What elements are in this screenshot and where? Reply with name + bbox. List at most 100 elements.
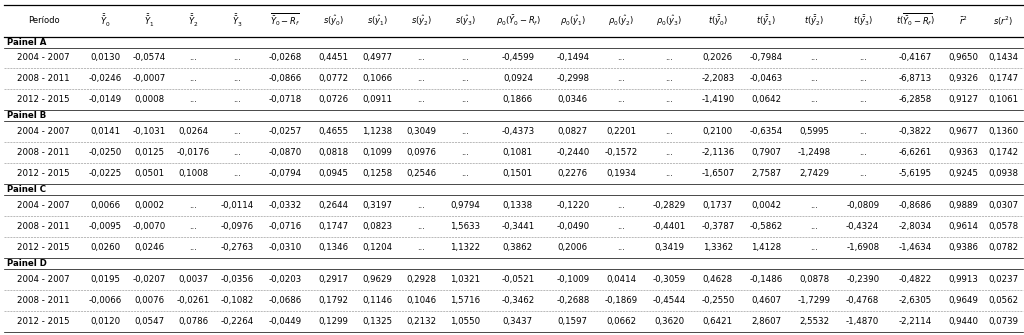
Text: 0,0976: 0,0976 — [407, 148, 436, 157]
Text: 0,9614: 0,9614 — [948, 222, 979, 231]
Text: -0,0250: -0,0250 — [88, 148, 122, 157]
Text: -0,8686: -0,8686 — [899, 201, 932, 210]
Text: ...: ... — [617, 222, 625, 231]
Text: 0,3437: 0,3437 — [503, 317, 532, 326]
Text: -0,3059: -0,3059 — [653, 275, 686, 284]
Text: -0,4599: -0,4599 — [502, 54, 535, 63]
Text: -0,0176: -0,0176 — [176, 148, 210, 157]
Text: 2004 - 2007: 2004 - 2007 — [17, 127, 70, 136]
Text: -0,1220: -0,1220 — [556, 201, 590, 210]
Text: $t(\bar{\bar{y}}_1)$: $t(\bar{\bar{y}}_1)$ — [756, 13, 776, 28]
Text: 0,2276: 0,2276 — [558, 169, 588, 178]
Text: -0,4401: -0,4401 — [653, 222, 686, 231]
Text: 0,0246: 0,0246 — [134, 243, 164, 252]
Text: -0,2440: -0,2440 — [556, 148, 590, 157]
Text: ...: ... — [617, 54, 625, 63]
Text: -0,0686: -0,0686 — [268, 296, 302, 305]
Text: -1,4870: -1,4870 — [846, 317, 880, 326]
Text: -0,0870: -0,0870 — [268, 148, 302, 157]
Text: ...: ... — [232, 127, 241, 136]
Text: -0,0332: -0,0332 — [268, 201, 302, 210]
Text: 1,3362: 1,3362 — [702, 243, 733, 252]
Text: 2,7429: 2,7429 — [800, 169, 829, 178]
Text: ...: ... — [461, 169, 469, 178]
Text: -0,2390: -0,2390 — [846, 275, 880, 284]
Text: 0,0125: 0,0125 — [134, 148, 164, 157]
Text: -2,2083: -2,2083 — [701, 74, 734, 83]
Text: 2012 - 2015: 2012 - 2015 — [17, 95, 70, 105]
Text: 0,0414: 0,0414 — [606, 275, 636, 284]
Text: -0,0207: -0,0207 — [132, 275, 166, 284]
Text: 0,2546: 0,2546 — [407, 169, 436, 178]
Text: -0,0716: -0,0716 — [268, 222, 302, 231]
Text: 0,5995: 0,5995 — [800, 127, 829, 136]
Text: 1,1322: 1,1322 — [451, 243, 480, 252]
Text: 0,9386: 0,9386 — [948, 243, 979, 252]
Text: ...: ... — [189, 95, 197, 105]
Text: -0,2763: -0,2763 — [220, 243, 254, 252]
Text: ...: ... — [232, 54, 241, 63]
Text: 0,1747: 0,1747 — [988, 74, 1018, 83]
Text: 0,0562: 0,0562 — [988, 296, 1018, 305]
Text: 2008 - 2011: 2008 - 2011 — [17, 296, 70, 305]
Text: ...: ... — [461, 95, 469, 105]
Text: -0,1572: -0,1572 — [604, 148, 638, 157]
Text: ...: ... — [617, 243, 625, 252]
Text: -0,0268: -0,0268 — [268, 54, 302, 63]
Text: -0,4373: -0,4373 — [502, 127, 535, 136]
Text: 0,3862: 0,3862 — [503, 243, 532, 252]
Text: $\bar{\bar{Y}}_0$: $\bar{\bar{Y}}_0$ — [100, 13, 111, 29]
Text: 0,0924: 0,0924 — [503, 74, 532, 83]
Text: -0,0066: -0,0066 — [88, 296, 122, 305]
Text: 0,3620: 0,3620 — [654, 317, 684, 326]
Text: Painel B: Painel B — [7, 111, 46, 120]
Text: ...: ... — [859, 54, 866, 63]
Text: ...: ... — [189, 74, 197, 83]
Text: 1,4128: 1,4128 — [751, 243, 781, 252]
Text: 0,0818: 0,0818 — [318, 148, 348, 157]
Text: ...: ... — [461, 74, 469, 83]
Text: 2,5532: 2,5532 — [800, 317, 829, 326]
Text: 0,9440: 0,9440 — [948, 317, 979, 326]
Text: 0,9245: 0,9245 — [948, 169, 979, 178]
Text: 1,0550: 1,0550 — [451, 317, 480, 326]
Text: 0,4451: 0,4451 — [318, 54, 348, 63]
Text: -0,4544: -0,4544 — [653, 296, 686, 305]
Text: 2008 - 2011: 2008 - 2011 — [17, 74, 70, 83]
Text: ...: ... — [617, 74, 625, 83]
Text: -0,1486: -0,1486 — [750, 275, 782, 284]
Text: -6,2858: -6,2858 — [899, 95, 932, 105]
Text: 0,0076: 0,0076 — [134, 296, 164, 305]
Text: 0,0195: 0,0195 — [90, 275, 120, 284]
Text: $\rho_0(\hat{y}_2)$: $\rho_0(\hat{y}_2)$ — [608, 13, 634, 28]
Text: Painel D: Painel D — [7, 259, 47, 268]
Text: 0,0237: 0,0237 — [988, 275, 1018, 284]
Text: ...: ... — [418, 74, 425, 83]
Text: 0,1299: 0,1299 — [318, 317, 348, 326]
Text: ...: ... — [666, 54, 674, 63]
Text: -1,4190: -1,4190 — [701, 95, 734, 105]
Text: ...: ... — [666, 74, 674, 83]
Text: 0,0726: 0,0726 — [318, 95, 348, 105]
Text: 0,1061: 0,1061 — [988, 95, 1018, 105]
Text: 0,0945: 0,0945 — [318, 169, 348, 178]
Text: ...: ... — [859, 148, 866, 157]
Text: 0,0772: 0,0772 — [318, 74, 348, 83]
Text: 0,1360: 0,1360 — [988, 127, 1018, 136]
Text: 0,4977: 0,4977 — [362, 54, 392, 63]
Text: ...: ... — [810, 74, 818, 83]
Text: ...: ... — [232, 148, 241, 157]
Text: 2012 - 2015: 2012 - 2015 — [17, 169, 70, 178]
Text: -0,0866: -0,0866 — [268, 74, 302, 83]
Text: ...: ... — [810, 243, 818, 252]
Text: ...: ... — [666, 148, 674, 157]
Text: 0,9913: 0,9913 — [949, 275, 979, 284]
Text: -5,6195: -5,6195 — [899, 169, 932, 178]
Text: 0,0066: 0,0066 — [90, 201, 120, 210]
Text: ...: ... — [189, 243, 197, 252]
Text: 2008 - 2011: 2008 - 2011 — [17, 148, 70, 157]
Text: ...: ... — [418, 243, 425, 252]
Text: ...: ... — [666, 95, 674, 105]
Text: $s(\hat{y}_1)$: $s(\hat{y}_1)$ — [367, 13, 388, 28]
Text: 0,0642: 0,0642 — [751, 95, 781, 105]
